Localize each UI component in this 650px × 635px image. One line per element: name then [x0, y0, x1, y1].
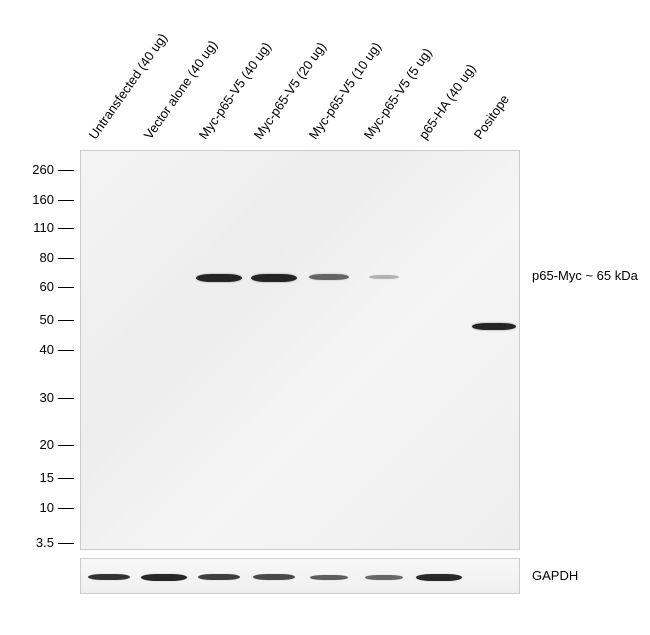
marker-label: 160 [20, 192, 54, 207]
marker-label: 15 [20, 470, 54, 485]
gapdh-band [416, 574, 462, 581]
protein-band [309, 274, 349, 280]
marker-label: 60 [20, 279, 54, 294]
band-annotation-label: GAPDH [532, 568, 578, 583]
protein-band [472, 323, 516, 330]
gapdh-band [365, 575, 403, 580]
western-blot-figure: Untransfected (40 ug)Vector alone (40 ug… [0, 0, 650, 635]
marker-label: 20 [20, 437, 54, 452]
marker-tick [58, 200, 74, 201]
lane-label: Positope [471, 92, 512, 142]
marker-tick [58, 170, 74, 171]
marker-tick [58, 543, 74, 544]
main-blot-panel [80, 150, 520, 550]
marker-tick [58, 350, 74, 351]
marker-tick [58, 320, 74, 321]
gapdh-band [253, 574, 295, 580]
marker-label: 30 [20, 390, 54, 405]
marker-tick [58, 258, 74, 259]
marker-tick [58, 398, 74, 399]
gapdh-band [88, 574, 130, 580]
gapdh-band [198, 574, 240, 580]
marker-label: 3.5 [20, 535, 54, 550]
marker-tick [58, 478, 74, 479]
marker-label: 110 [20, 220, 54, 235]
marker-tick [58, 228, 74, 229]
lane-label: p65-HA (40 ug) [416, 61, 479, 142]
gapdh-loading-control-panel [80, 558, 520, 594]
protein-band [196, 274, 242, 282]
protein-band [369, 275, 399, 279]
marker-label: 50 [20, 312, 54, 327]
marker-tick [58, 287, 74, 288]
gapdh-band [310, 575, 348, 580]
protein-band [251, 274, 297, 282]
marker-tick [58, 445, 74, 446]
gapdh-band [141, 574, 187, 581]
marker-label: 80 [20, 250, 54, 265]
marker-label: 260 [20, 162, 54, 177]
band-annotation-label: p65-Myc ~ 65 kDa [532, 268, 638, 283]
marker-tick [58, 508, 74, 509]
marker-label: 10 [20, 500, 54, 515]
marker-label: 40 [20, 342, 54, 357]
